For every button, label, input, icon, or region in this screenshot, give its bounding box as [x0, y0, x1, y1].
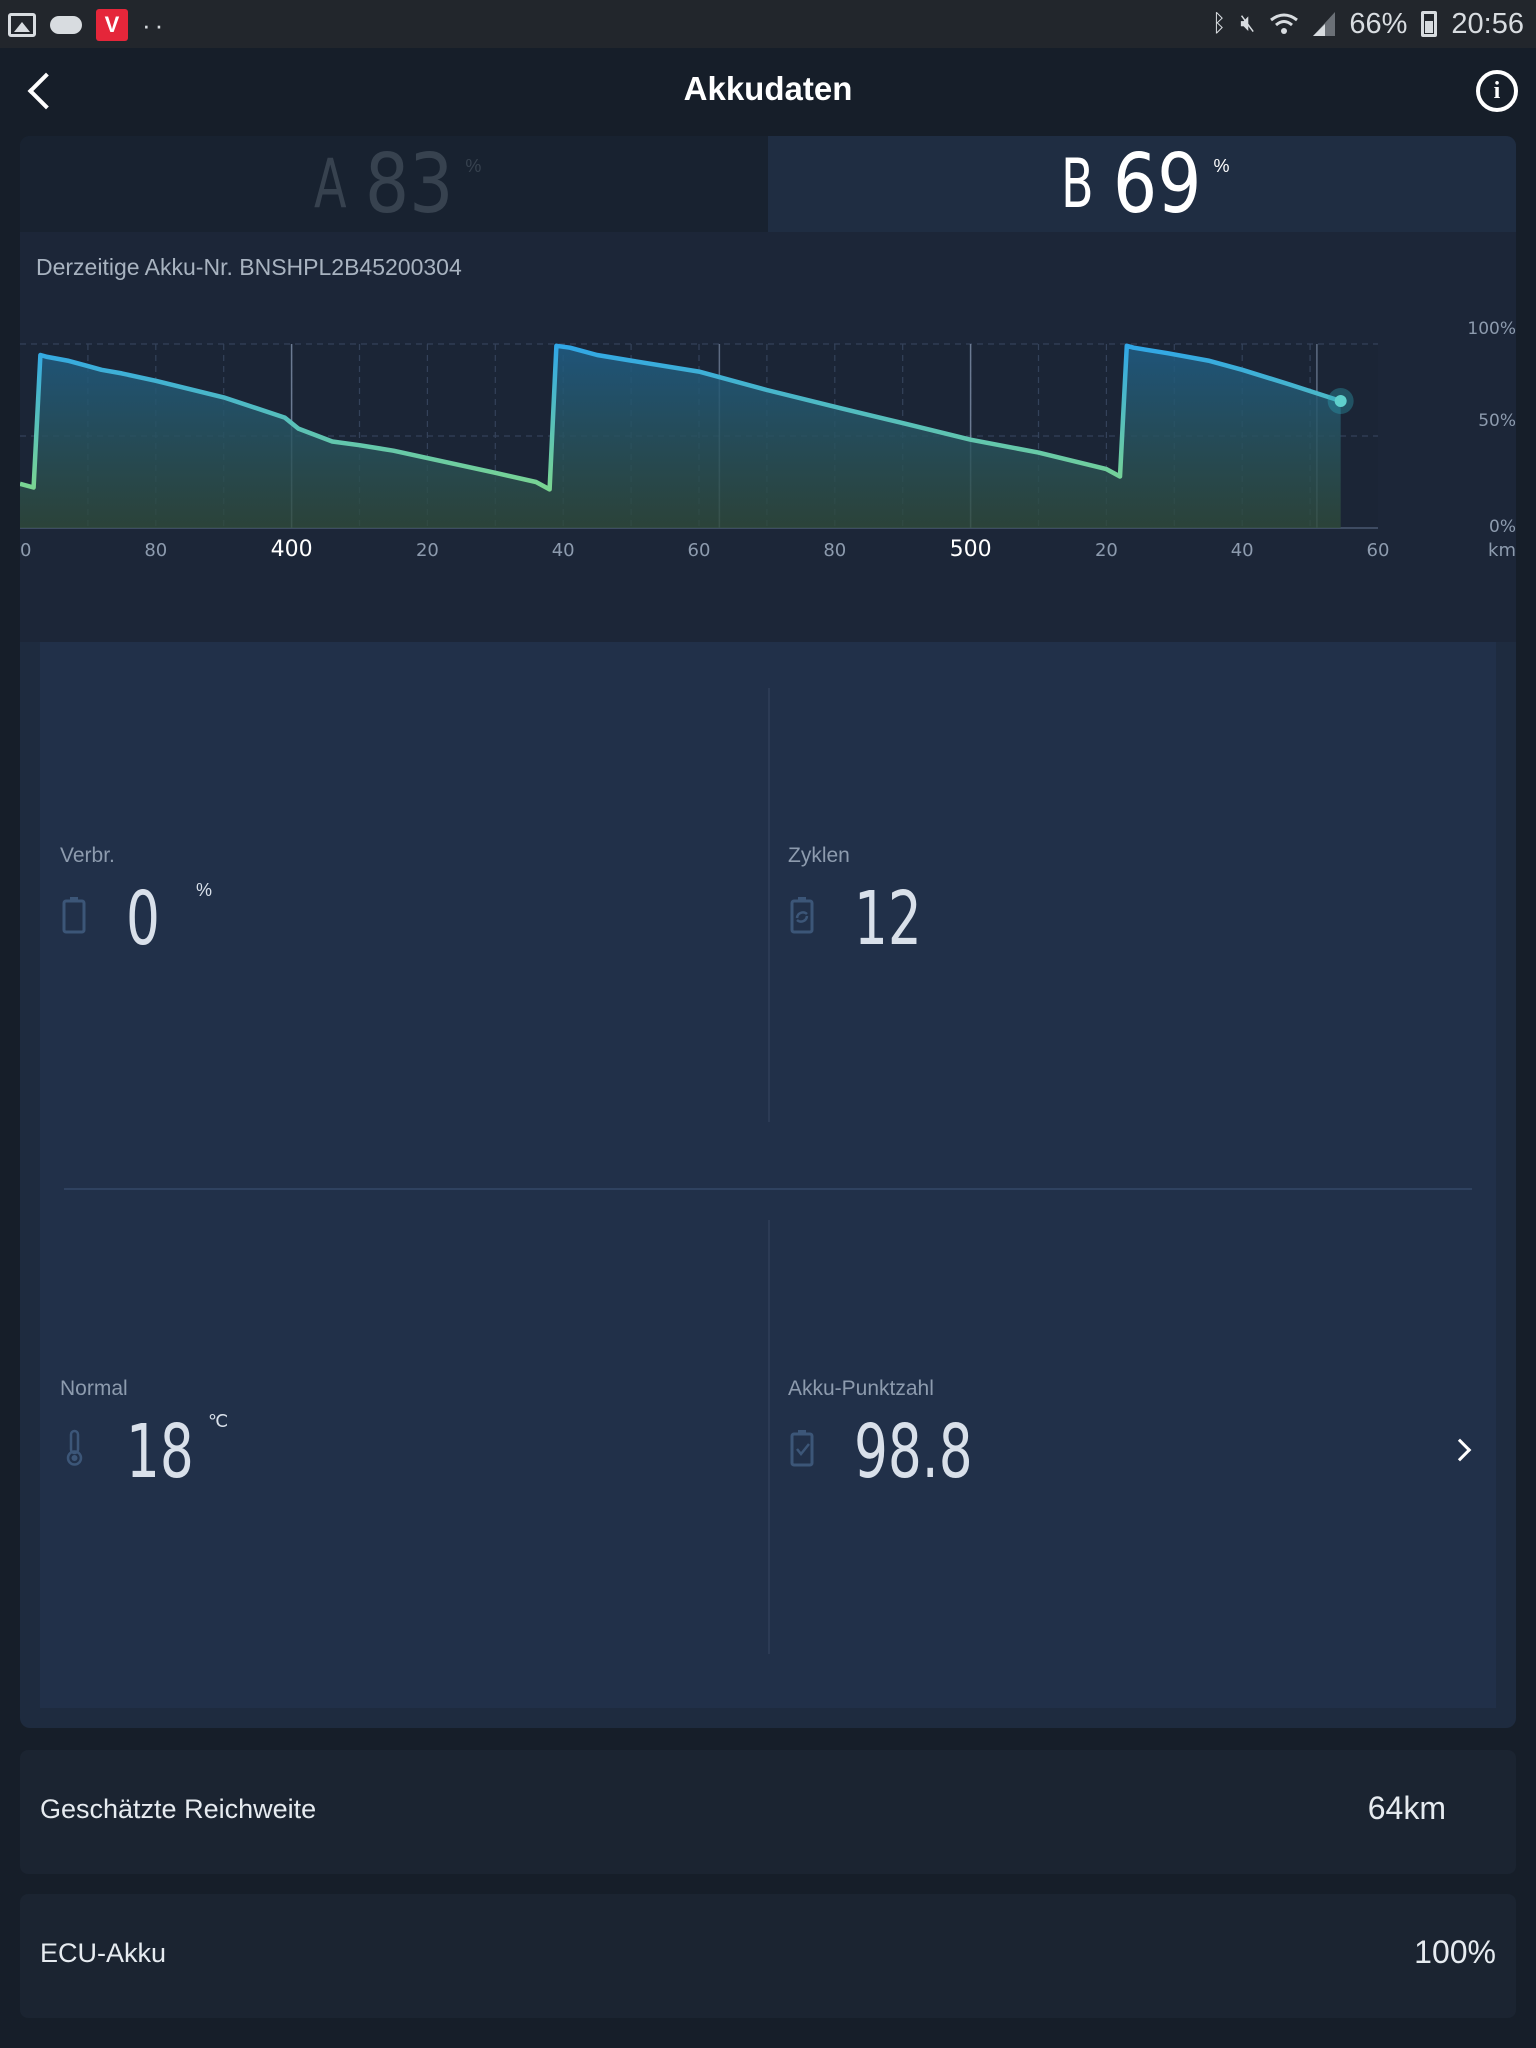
- y-tick-label: 0%: [1489, 517, 1516, 537]
- tab-letter: A: [313, 144, 347, 224]
- thermometer-icon: [66, 1429, 83, 1466]
- ecu-label: ECU-Akku: [40, 1938, 167, 1968]
- wifi-icon: [1270, 13, 1299, 34]
- x-tick-label: 500: [950, 537, 992, 562]
- battery-icon: [62, 897, 86, 934]
- range-label: Geschätzte Reichweite: [40, 1794, 317, 1824]
- range-value: 64km: [1367, 1790, 1446, 1826]
- chart-svg: 60 80 400 20 40 60 80 500 20 40 60 100% 50% 0% km: [20, 319, 1516, 562]
- battery-icon: [1421, 11, 1438, 37]
- ecu-battery-row: ECU-Akku 100%: [20, 1894, 1516, 2018]
- tab-value: 69: [1112, 136, 1202, 232]
- cycle-battery-icon: [790, 897, 814, 934]
- cloud-icon: [50, 16, 82, 34]
- tab-letter: B: [1061, 144, 1095, 224]
- x-tick-label: 80: [823, 540, 846, 561]
- stat-value: 18: [126, 1409, 194, 1495]
- x-tick-label: 60: [1367, 540, 1390, 561]
- y-tick-label: 100%: [1467, 319, 1516, 339]
- more-dots-icon: ··: [142, 10, 168, 40]
- series-line-b: [20, 343, 1342, 492]
- chevron-right-icon: [1448, 1438, 1472, 1462]
- tab-unit: %: [1213, 156, 1230, 176]
- battery-card: A 83 % B 69 % 60 80 400 20 40 60 80 500 20 40 60 10…: [20, 136, 1516, 1728]
- x-tick-label: 40: [552, 540, 575, 561]
- current-point: [1334, 395, 1347, 408]
- stats-panel: Verbr. 0 % Zyklen 12 Normal: [40, 642, 1496, 1708]
- divider: [768, 1220, 770, 1654]
- x-tick-label: 20: [416, 540, 439, 561]
- battery-percent: 66%: [1349, 7, 1408, 40]
- divider: [768, 688, 770, 1122]
- stat-battery-score[interactable]: Akku-Punktzahl 98.8: [768, 1175, 1496, 1708]
- battery-history-chart: 60 80 400 20 40 60 80 500 20 40 60 100% 50% 0% km Derz…: [20, 232, 1516, 642]
- x-tick-label: 60: [20, 540, 31, 561]
- page-title: Akkudaten: [683, 70, 853, 107]
- estimated-range-row: Geschätzte Reichweite 64km: [20, 1750, 1516, 1874]
- vivaldi-icon: V: [96, 9, 128, 41]
- stat-value: 12: [854, 876, 922, 962]
- status-bar: V ·· ᛒ 🔇︎ 66% 20:56: [0, 0, 1536, 48]
- y-tick-label: 50%: [1478, 411, 1516, 431]
- stat-label: Zyklen: [788, 844, 850, 867]
- gallery-icon: [8, 13, 36, 37]
- divider: [64, 1188, 1472, 1190]
- stat-verbrauch: Verbr. 0 %: [40, 642, 768, 1175]
- tab-value: 83: [364, 136, 454, 232]
- stat-label: Verbr.: [60, 844, 115, 867]
- info-button[interactable]: i: [1476, 70, 1518, 112]
- x-tick-label: 60: [688, 540, 711, 561]
- stat-zyklen: Zyklen 12: [768, 642, 1496, 1175]
- signal-icon: [1313, 12, 1336, 36]
- stat-unit: %: [196, 880, 213, 900]
- x-axis-unit: km: [1488, 540, 1516, 561]
- x-tick-label: 40: [1231, 540, 1254, 561]
- stat-unit: ℃: [208, 1411, 229, 1431]
- bluetooth-icon: ᛒ: [1211, 10, 1227, 37]
- app-bar: Akkudaten i: [0, 48, 1536, 136]
- x-tick-label: 80: [144, 540, 167, 561]
- series-area-b: [20, 345, 1341, 528]
- stat-label: Akku-Punktzahl: [788, 1377, 934, 1400]
- x-tick-label: 20: [1095, 540, 1118, 561]
- info-icon: i: [1493, 77, 1501, 104]
- x-tick-label: 400: [271, 537, 313, 562]
- stat-label: Normal: [60, 1377, 128, 1400]
- stat-temperature: Normal 18 ℃: [40, 1175, 768, 1708]
- chart-title: Derzeitige Akku-Nr. BNSHPL2B45200304: [36, 254, 462, 280]
- clock: 20:56: [1451, 7, 1524, 40]
- tab-battery-b[interactable]: B 69 %: [768, 136, 1516, 232]
- stat-value: 98.8: [854, 1409, 973, 1495]
- mute-icon: 🔇︎: [1240, 10, 1256, 37]
- battery-check-icon: [790, 1430, 814, 1467]
- tab-unit: %: [465, 156, 482, 176]
- stat-value: 0: [126, 876, 160, 962]
- tab-battery-a[interactable]: A 83 %: [20, 136, 768, 232]
- ecu-value: 100%: [1414, 1934, 1496, 1970]
